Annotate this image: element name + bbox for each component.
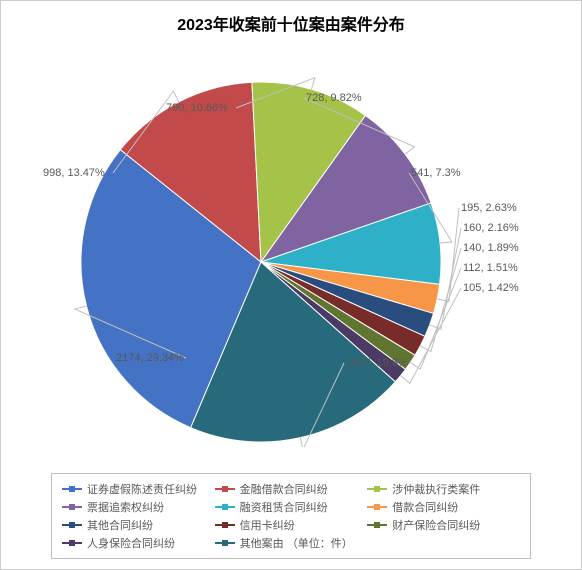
legend-marker-icon bbox=[62, 506, 82, 508]
legend-item: 借款合同纠纷 bbox=[367, 499, 520, 515]
legend-label: 票据追索权纠纷 bbox=[87, 499, 164, 515]
data-label: 790, 10.66% bbox=[166, 102, 228, 114]
legend-item: 票据追索权纠纷 bbox=[62, 499, 215, 515]
legend-label: 借款合同纠纷 bbox=[392, 499, 458, 515]
legend-marker-icon bbox=[215, 524, 235, 526]
chart-container: 2023年收案前十位案由案件分布 2174, 29.34% 998, 13.47%… bbox=[0, 0, 582, 570]
data-label: 728, 9.82% bbox=[306, 92, 362, 104]
data-label: 105, 1.42% bbox=[463, 282, 519, 294]
data-label: 160, 2.16% bbox=[463, 222, 519, 234]
legend-item: 融资租赁合同纠纷 bbox=[215, 499, 368, 515]
legend-marker-icon bbox=[62, 542, 82, 544]
legend-label: 证券虚假陈述责任纠纷 bbox=[87, 481, 197, 497]
data-label: 112, 1.51% bbox=[463, 262, 518, 274]
data-label: 2174, 29.34% bbox=[116, 352, 184, 364]
legend-marker-icon bbox=[367, 524, 387, 526]
legend-marker-icon bbox=[62, 524, 82, 526]
legend-marker-icon bbox=[367, 506, 387, 508]
legend-label: 金融借款合同纠纷 bbox=[240, 481, 328, 497]
legend-marker-icon bbox=[367, 488, 387, 490]
legend-item: 涉仲裁执行类案件 bbox=[367, 481, 520, 497]
chart-title: 2023年收案前十位案由案件分布 bbox=[1, 11, 581, 35]
data-label: 195, 2.63% bbox=[461, 202, 517, 214]
data-label: 1467, 19.8% bbox=[346, 357, 408, 369]
legend-item: 其他案由 （单位：件） bbox=[215, 535, 368, 551]
legend-item: 财产保险合同纠纷 bbox=[367, 517, 520, 533]
legend-label: 融资租赁合同纠纷 bbox=[240, 499, 328, 515]
legend-label: 其他合同纠纷 bbox=[87, 517, 153, 533]
legend-label: 人身保险合同纠纷 bbox=[87, 535, 175, 551]
data-label: 541, 7.3% bbox=[411, 167, 461, 179]
pie-chart: 2174, 29.34% 998, 13.47% 790, 10.66% 728, 9… bbox=[11, 47, 573, 447]
data-label: 140, 1.89% bbox=[463, 242, 519, 254]
legend-label: 其他案由 （单位：件） bbox=[240, 535, 353, 551]
legend-item: 金融借款合同纠纷 bbox=[215, 481, 368, 497]
legend-marker-icon bbox=[215, 542, 235, 544]
legend-label: 财产保险合同纠纷 bbox=[392, 517, 480, 533]
legend-marker-icon bbox=[62, 488, 82, 490]
data-label: 998, 13.47% bbox=[43, 167, 105, 179]
legend: 证券虚假陈述责任纠纷 金融借款合同纠纷 涉仲裁执行类案件票据追索权纠纷 融资租赁合同纠… bbox=[51, 473, 531, 559]
legend-marker-icon bbox=[215, 488, 235, 490]
legend-item: 证券虚假陈述责任纠纷 bbox=[62, 481, 215, 497]
legend-item: 信用卡纠纷 bbox=[215, 517, 368, 533]
legend-label: 涉仲裁执行类案件 bbox=[392, 481, 480, 497]
legend-item: 其他合同纠纷 bbox=[62, 517, 215, 533]
legend-label: 信用卡纠纷 bbox=[240, 517, 295, 533]
legend-marker-icon bbox=[215, 506, 235, 508]
legend-item: 人身保险合同纠纷 bbox=[62, 535, 215, 551]
